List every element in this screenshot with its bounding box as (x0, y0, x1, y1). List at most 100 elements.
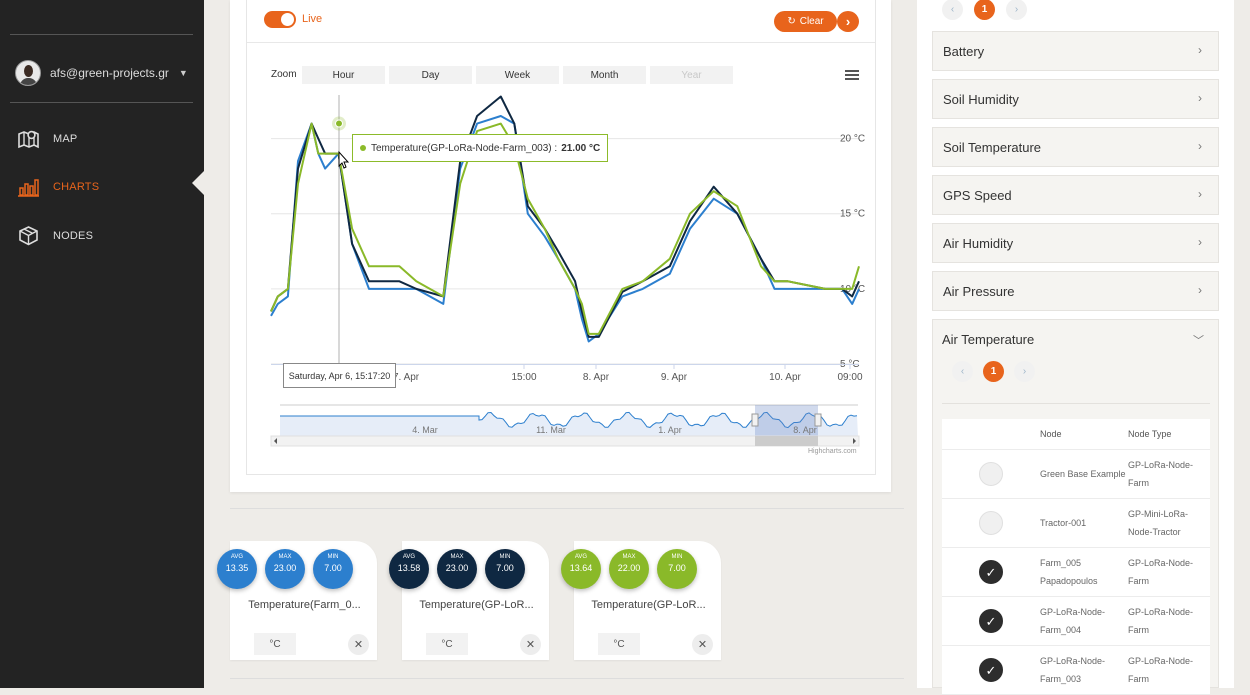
x-axis-tooltip: Saturday, Apr 6, 15:17:20 (283, 363, 396, 388)
nav-label: MAP (53, 133, 78, 145)
nav-item-charts[interactable]: CHARTS (18, 177, 99, 197)
next-button[interactable]: › (837, 11, 859, 32)
series-line (270, 122, 860, 335)
sidebar: afs@green-projects.gr ▼ MAP CHARTS NODES (0, 0, 204, 688)
remove-series-button[interactable]: ✕ (348, 634, 369, 655)
stat-series-name: Temperature(GP-LoR... (419, 599, 534, 611)
max-label: MAX (278, 554, 292, 560)
select-cell: ✓ (942, 645, 1040, 695)
select-checkbox[interactable] (979, 461, 1003, 486)
prev-page-button[interactable]: ‹ (952, 361, 973, 382)
user-menu[interactable]: afs@green-projects.gr ▼ (15, 60, 195, 86)
x-tick-label: 15:00 (511, 372, 536, 383)
stat-card: AVG 13.35 MAX 23.00 MIN 7.00 Temperature(Fa… (217, 541, 377, 660)
zoom-day-button[interactable]: Day (389, 66, 472, 84)
sensor-row-soil-humidity[interactable]: Soil Humidity › (932, 79, 1219, 119)
active-nav-pointer (192, 170, 205, 196)
navigator-area (280, 412, 858, 436)
cube-icon (19, 226, 38, 246)
caret-down-icon: ▼ (178, 68, 188, 78)
page-button-current[interactable]: 1 (983, 361, 1004, 382)
table-row[interactable]: ✓ GP-LoRa-Node-Farm_003 GP-LoRa-Node-Far… (942, 645, 1210, 695)
clear-button[interactable]: ↻ Clear (774, 11, 837, 32)
table-row[interactable]: ✓ Farm_005 Papadopoulos GP-LoRa-Node-Far… (942, 547, 1210, 597)
page-button-current[interactable]: 1 (974, 0, 995, 20)
select-checkbox[interactable] (979, 510, 1003, 535)
max-value: 23.00 (445, 563, 469, 573)
column-header-node-type[interactable]: Node Type (1128, 419, 1210, 450)
avg-label: AVG (402, 554, 416, 560)
min-value: 7.00 (668, 563, 686, 573)
chart-card: Live ↻ Clear › Zoom Hour Day Week Month … (230, 0, 891, 492)
nodes-table: Node Node Type Green Base Example GP-LoR… (942, 419, 1210, 695)
min-value: 7.00 (496, 563, 514, 573)
bar-chart-icon (18, 179, 39, 197)
sensor-row-battery[interactable]: Battery › (932, 31, 1219, 71)
plot-overlay (332, 95, 350, 364)
nav-item-map[interactable]: MAP (18, 129, 77, 149)
divider (942, 403, 1210, 404)
navigator-handle-left (751, 413, 759, 427)
temperature-chart[interactable]: 5 °C10 °C15 °C20 °C7. Apr 15:00 8. Apr 9. A… (247, 0, 875, 475)
column-header-node[interactable]: Node (1040, 419, 1128, 450)
close-icon: ✕ (697, 639, 708, 651)
sensor-row-air-pressure[interactable]: Air Pressure › (932, 271, 1219, 311)
remove-series-button[interactable]: ✕ (692, 634, 713, 655)
next-page-button[interactable]: › (1006, 0, 1027, 20)
next-page-button[interactable]: › (1014, 361, 1035, 382)
select-checkbox[interactable]: ✓ (979, 559, 1003, 584)
select-checkbox[interactable]: ✓ (979, 608, 1003, 633)
chevron-right-icon: › (1014, 4, 1019, 15)
prev-page-button[interactable]: ‹ (942, 0, 963, 20)
series-line (270, 95, 860, 338)
sensor-label: Battery (943, 43, 985, 59)
table-row[interactable]: ✓ GP-LoRa-Node-Farm_004 GP-LoRa-Node-Far… (942, 596, 1210, 646)
live-toggle[interactable] (264, 11, 296, 28)
series-dot (360, 145, 366, 151)
sensor-row-soil-temperature[interactable]: Soil Temperature › (932, 127, 1219, 167)
navigator-line (280, 411, 858, 429)
select-cell (942, 498, 1040, 548)
chevron-right-icon: › (845, 14, 851, 29)
nav-item-nodes[interactable]: NODES (18, 225, 93, 246)
y-tick-label: 15 °C (840, 209, 865, 220)
max-value: 22.00 (617, 563, 641, 573)
zoom-hour-button[interactable]: Hour (302, 66, 385, 84)
stat-card: AVG 13.64 MAX 22.00 MIN 7.00 Temperature(GP… (561, 541, 721, 660)
section-title[interactable]: Air Temperature (942, 332, 1035, 347)
x-tick-label: 7. Apr (393, 372, 420, 383)
select-checkbox[interactable]: ✓ (979, 657, 1003, 682)
chevron-right-icon: › (1198, 139, 1202, 153)
min-badge: MIN 7.00 (313, 549, 353, 589)
navigator: 4. Mar 11. Mar 1. Apr 8. Apr (270, 404, 860, 447)
node-name-cell: Green Base Example (1040, 449, 1128, 499)
table-row[interactable]: Tractor-001 GP-Mini-LoRa-Node-Tractor (942, 498, 1210, 548)
zoom-week-button[interactable]: Week (476, 66, 559, 84)
sensor-label: Soil Humidity (943, 91, 1019, 107)
node-name-cell: GP-LoRa-Node-Farm_003 (1040, 645, 1128, 695)
max-badge: MAX 23.00 (437, 549, 477, 589)
scrollbar-thumb (755, 436, 818, 446)
avg-value: 13.35 (225, 563, 249, 573)
sidebar-divider (10, 34, 193, 35)
zoom-month-button[interactable]: Month (563, 66, 646, 84)
sensor-row-gps-speed[interactable]: GPS Speed › (932, 175, 1219, 215)
sensor-label: Air Humidity (943, 235, 1014, 251)
avg-badge: AVG 13.58 (389, 549, 429, 589)
avg-value: 13.58 (397, 563, 421, 573)
avg-label: AVG (574, 554, 588, 560)
navigator-selection (755, 405, 818, 436)
node-name-cell: Farm_005 Papadopoulos (1040, 547, 1128, 597)
chart-menu-icon[interactable] (845, 70, 859, 82)
sensor-row-air-humidity[interactable]: Air Humidity › (932, 223, 1219, 263)
chevron-down-icon[interactable]: ﹀ (1193, 335, 1204, 347)
highcharts-credit[interactable]: Highcharts.com (808, 448, 857, 455)
divider (247, 42, 875, 43)
clear-label: Clear (799, 16, 824, 27)
remove-series-button[interactable]: ✕ (520, 634, 541, 655)
plot-lines (270, 95, 860, 343)
table-row[interactable]: Green Base Example GP-LoRa-Node-Farm (942, 449, 1210, 499)
select-cell: ✓ (942, 547, 1040, 597)
sensor-label: Air Pressure (943, 283, 1015, 299)
y-tick-label: 20 °C (840, 134, 865, 145)
